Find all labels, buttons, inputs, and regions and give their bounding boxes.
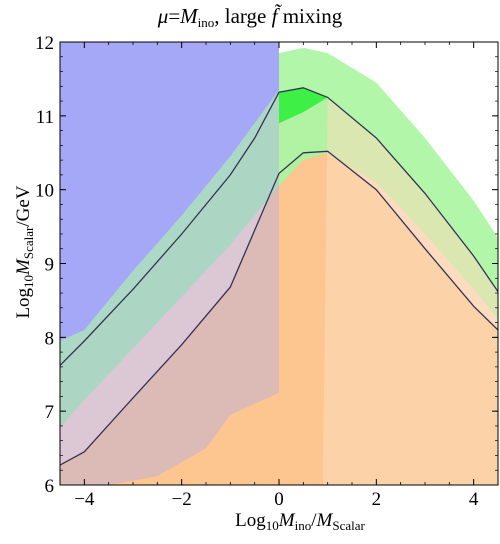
blue-region: [60, 42, 279, 341]
x-tick-label: 0: [274, 489, 284, 510]
y-tick-label: 10: [35, 181, 54, 202]
green-band: [60, 47, 498, 428]
title-mu: μ: [157, 4, 169, 28]
green-dark-overlap: [279, 87, 328, 124]
y-tick-label: 8: [45, 328, 55, 349]
blue-overlay: [60, 90, 279, 485]
x-tick-label: 2: [372, 489, 382, 510]
y-tick-label: 11: [36, 107, 54, 128]
xlabel-sub2: Scalar: [332, 518, 365, 533]
x-tick-label: −4: [74, 489, 95, 510]
xlabel-sub1: ino: [294, 518, 312, 533]
xlabel-slash: /: [311, 510, 317, 531]
ylabel-sub: Scalar: [21, 226, 36, 260]
ylabel-m: M: [13, 259, 34, 275]
x-axis-label: Log10Mino/MScalar: [150, 510, 450, 534]
y-tick-label: 12: [35, 33, 54, 54]
ylabel-unit: /GeV: [13, 185, 34, 227]
title-m: M: [180, 4, 198, 28]
title-rest: , large: [214, 4, 272, 28]
plot-area: [60, 42, 498, 485]
xlabel-m1: M: [278, 510, 295, 531]
chart-title: μ=Mino, large f̃ mixing: [0, 4, 500, 31]
orange-floor-region: [60, 392, 279, 485]
xlabel-sub10: 10: [265, 518, 279, 533]
title-f: f̃: [271, 4, 278, 28]
ylabel-log: Log: [13, 287, 34, 319]
title-eq: =: [168, 4, 181, 28]
title-mixing: mixing: [277, 4, 343, 28]
y-tick-label: 9: [45, 255, 55, 276]
x-tick-label: 4: [469, 489, 479, 510]
ylabel-sub10: 10: [21, 274, 36, 288]
xlabel-log: Log: [235, 510, 266, 531]
orange-right-tint: [322, 97, 498, 485]
lower-curve: [60, 150, 498, 466]
upper-curve: [60, 87, 498, 366]
x-tick-label: −2: [172, 489, 192, 510]
title-m-sub: ino: [197, 15, 215, 30]
xlabel-m2: M: [316, 510, 333, 531]
y-axis-label: Log10MScalar/GeV: [13, 147, 37, 357]
y-tick-label: 6: [45, 476, 55, 497]
y-tick-label: 7: [45, 402, 55, 423]
